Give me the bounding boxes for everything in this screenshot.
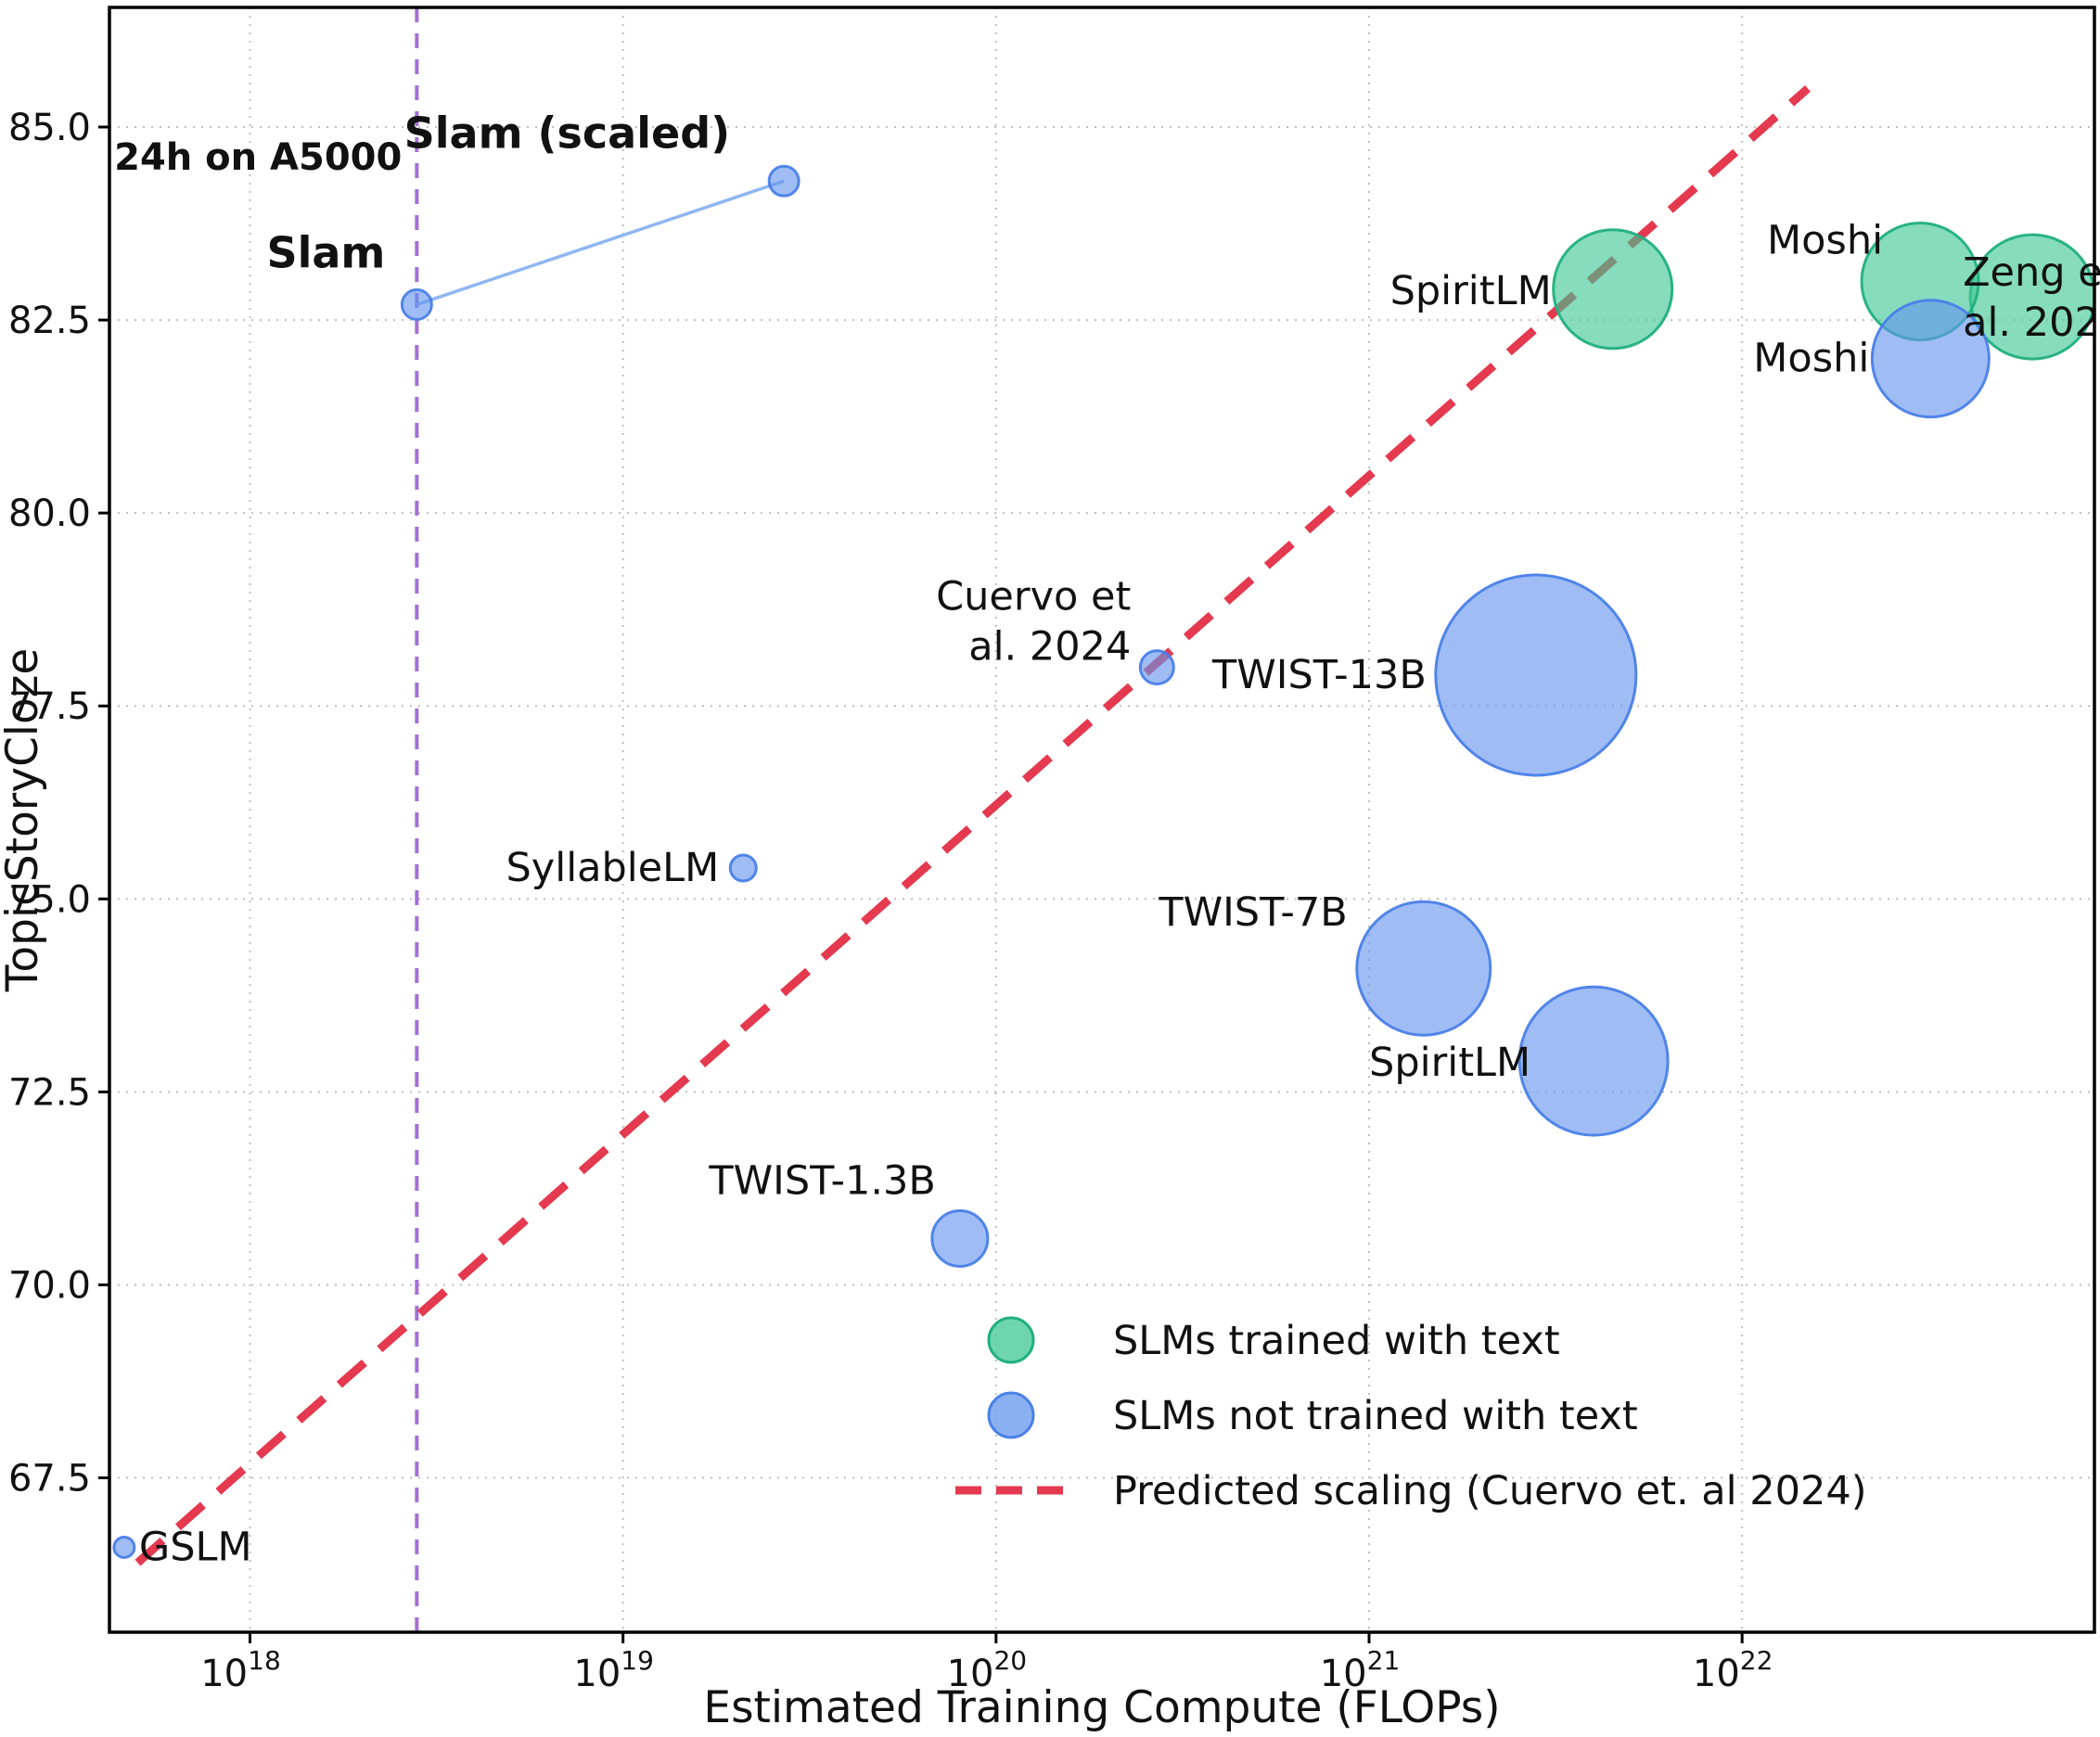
label-moshi: Moshi (1767, 217, 1883, 263)
label-spiritlm-speech-only: SpiritLM (1369, 1040, 1530, 1086)
label-twist-1-3b: TWIST-1.3B (708, 1158, 935, 1205)
bubble-moshi-speech-only (1870, 299, 1991, 419)
x-tick-label: 1019 (573, 1645, 654, 1695)
connector-line (416, 179, 785, 307)
bubble-twist-7b (1355, 900, 1492, 1037)
legend-marker-slms-trained-with-text (987, 1316, 1035, 1364)
bubble-syllablelm (728, 853, 758, 883)
y-axis-label: TopicStoryCloze (0, 648, 48, 993)
y-tick-label: 75.0 (8, 878, 91, 921)
bubble-twist-13b (1434, 573, 1638, 777)
bubble-spiritlm-speech-only (1517, 985, 1670, 1137)
legend-label-predicted-scaling-cuervo-et-al-2024: Predicted scaling (Cuervo et. al 2024) (1113, 1468, 1866, 1514)
y-tick-label: 85.0 (8, 107, 91, 149)
x-tick-label: 1022 (1693, 1645, 1773, 1695)
legend-marker-slms-not-trained-with-text (987, 1391, 1035, 1439)
label-zeng-et-al-2024: Zeng et (1963, 249, 2100, 296)
label-slam: Slam (266, 227, 385, 277)
y-tick-label: 80.0 (8, 492, 91, 535)
bubble-gslm (112, 1535, 136, 1559)
legend-label-slms-not-trained-with-text: SLMs not trained with text (1113, 1393, 1638, 1439)
y-tick-label: 67.5 (8, 1458, 91, 1501)
bubble-spiritlm (1552, 228, 1674, 351)
label-zeng-et-al-2024: al. 2024 (1963, 300, 2100, 346)
budget-line-label: 24h on A5000 (114, 136, 402, 179)
label-moshi-speech-only: Moshi (1753, 336, 1869, 382)
scaling-line (134, 85, 1811, 1566)
label-syllablelm: SyllableLM (506, 845, 720, 891)
y-tick-label: 70.0 (8, 1264, 91, 1307)
x-tick-label: 1021 (1320, 1645, 1401, 1695)
legend-label-slms-trained-with-text: SLMs trained with text (1113, 1318, 1560, 1364)
label-twist-13b: TWIST-13B (1211, 652, 1427, 698)
legend: SLMs trained with text SLMs not trained w… (955, 1316, 1866, 1514)
bubble-slam (400, 287, 433, 321)
x-axis-label: Estimated Training Compute (FLOPs) (703, 1682, 1500, 1733)
x-tick-label: 1020 (947, 1645, 1028, 1695)
label-twist-7b: TWIST-7B (1158, 889, 1347, 936)
label-gslm: GSLM (139, 1524, 252, 1570)
y-tick-label: 72.5 (8, 1071, 91, 1114)
bubble-twist-1-3b (930, 1209, 990, 1269)
label-spiritlm: SpiritLM (1390, 268, 1552, 314)
label-cuervo-et-al-2024: Cuervo et (936, 574, 1131, 620)
y-tick-label: 82.5 (8, 300, 91, 342)
bubble-cuervo-et-al-2024 (1138, 649, 1175, 686)
plot-border (108, 6, 2096, 1634)
label-slam-scaled: Slam (scaled) (404, 108, 731, 158)
y-tick-label: 77.5 (8, 685, 91, 728)
x-tick-label: 1018 (200, 1645, 281, 1695)
label-cuervo-et-al-2024: al. 2024 (968, 624, 1131, 671)
bubble-slam-scaled (767, 164, 800, 198)
